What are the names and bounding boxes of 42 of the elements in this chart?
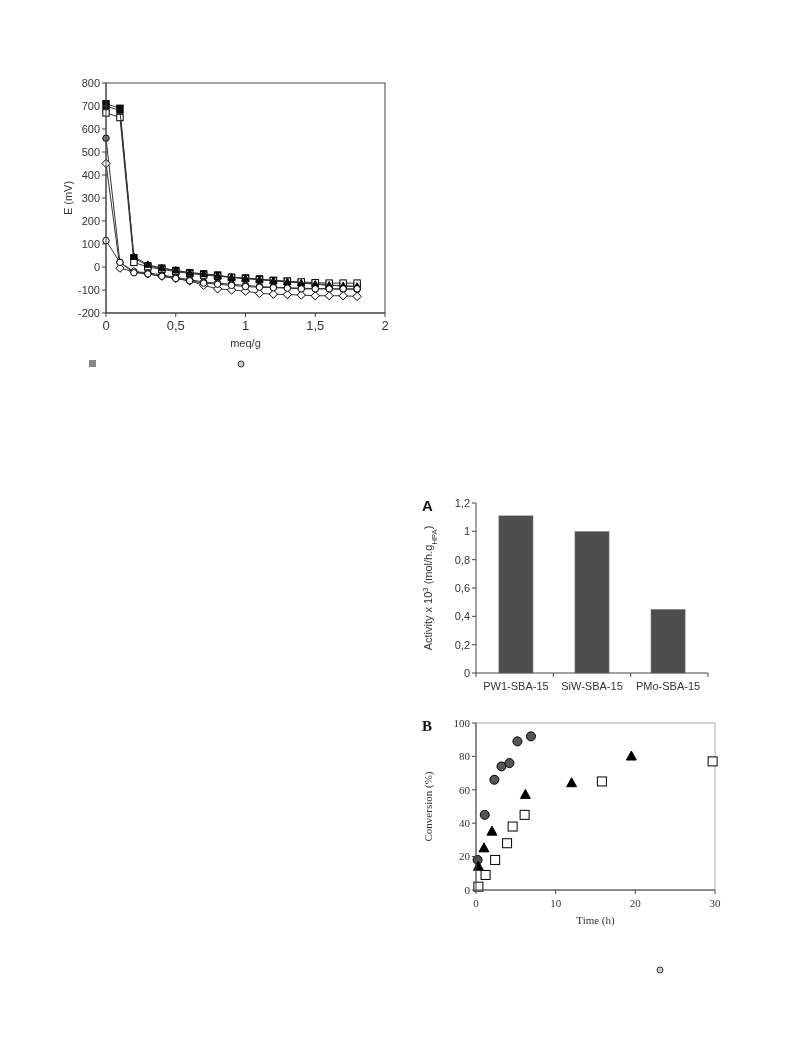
x-tick-label: PW1-SBA-15 (483, 680, 549, 692)
y-tick-label: 0 (463, 666, 470, 679)
x-tick-label: 30 (709, 897, 721, 909)
x-tick-label: 2 (381, 318, 389, 333)
chart-title: A (422, 497, 433, 514)
y-tick-label: 200 (81, 214, 100, 227)
x-tick-label: 0,5 (166, 318, 185, 333)
y-tick-label: 800 (81, 76, 100, 89)
chart-title: B (422, 718, 433, 734)
y-tick-label: 700 (81, 99, 100, 112)
y-tick-label: 1 (463, 525, 470, 538)
x-tick-label: PMo-SBA-15 (635, 680, 701, 692)
x-tick-label: 20 (629, 897, 642, 909)
y-tick-label: 20 (459, 850, 471, 863)
x-axis-title: Time (h) (576, 914, 616, 927)
y-axis-title: E (mV) (62, 180, 74, 216)
x-tick-label: SiW-SBA-15 (561, 680, 623, 692)
y-tick-label: 100 (453, 716, 471, 729)
y-tick-label: 60 (459, 783, 471, 796)
y-tick-label: 0,2 (454, 638, 470, 651)
x-tick-label: 1,5 (306, 318, 325, 333)
x-tick-label: 1 (241, 318, 250, 333)
y-tick-label: 0 (93, 260, 100, 273)
y-tick-label: 400 (81, 168, 100, 181)
x-tick-label: 0 (473, 897, 480, 909)
y-tick-label: 40 (459, 817, 471, 830)
y-tick-label: 1,2 (454, 496, 470, 509)
y-tick-label: 600 (81, 122, 100, 135)
y-tick-label: 0,6 (454, 581, 470, 594)
y-tick-label: -200 (77, 306, 100, 319)
y-tick-label: 0,8 (454, 553, 470, 566)
y-tick-label: 300 (81, 191, 100, 204)
y-tick-label: 80 (459, 750, 471, 763)
x-axis-title: meq/g (230, 337, 261, 349)
x-tick-label: 10 (550, 897, 562, 909)
x-tick-label: 0 (102, 318, 110, 333)
y-tick-label: 100 (81, 237, 100, 250)
y-tick-label: 0,4 (454, 610, 470, 623)
y-axis-title: Conversion (%) (422, 771, 435, 842)
y-tick-label: -100 (77, 283, 100, 296)
y-tick-label: 0 (464, 883, 471, 896)
y-tick-label: 500 (81, 145, 100, 158)
